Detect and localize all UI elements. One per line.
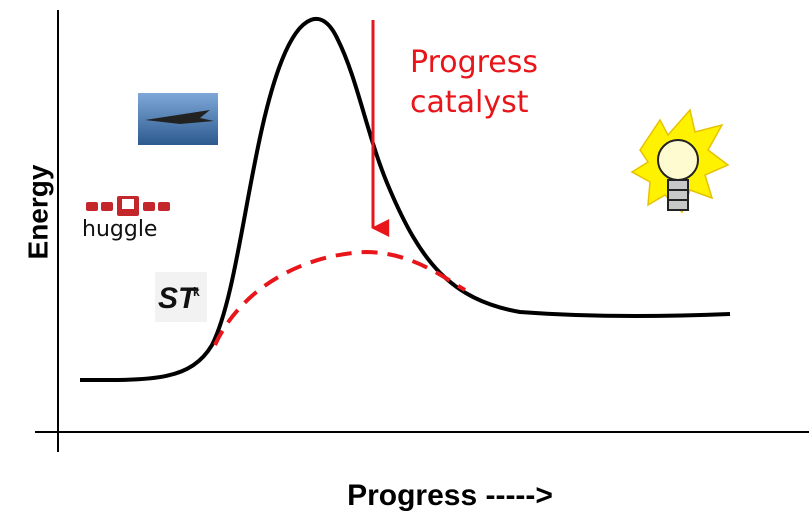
huggle-icon: huggle: [82, 196, 170, 242]
huggle-label: huggle: [82, 217, 157, 242]
energy-diagram: Progress catalyst Energy Progress ----->…: [0, 0, 809, 513]
annotation-line: catalyst: [410, 85, 529, 120]
energy-curve: [80, 19, 730, 380]
lightbulb-icon: [632, 110, 728, 212]
x-axis-label: Progress ----->: [347, 479, 553, 512]
stiki-logo: ST k: [155, 272, 207, 322]
catalysed-curve: [215, 252, 465, 345]
jet-icon: [138, 93, 218, 145]
y-axis-label: Energy: [22, 164, 53, 259]
logo-sub: k: [193, 285, 200, 299]
annotation-line: Progress: [410, 45, 538, 80]
